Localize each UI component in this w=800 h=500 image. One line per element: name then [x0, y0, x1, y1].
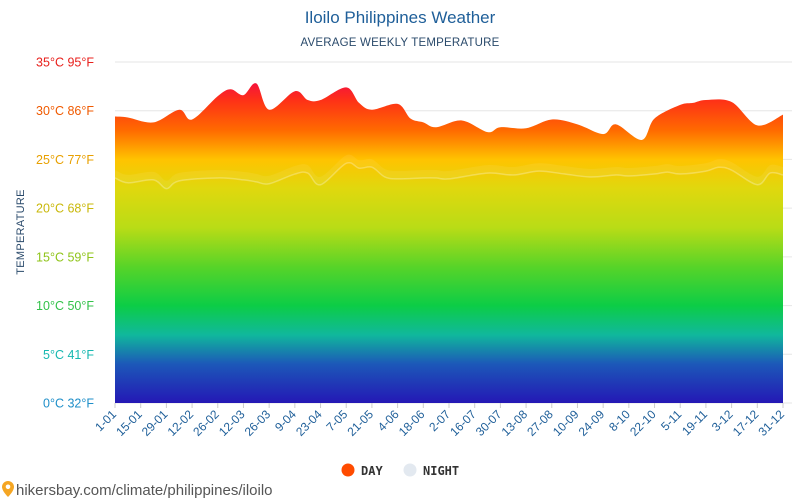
day-marker-icon [341, 463, 355, 477]
y-axis-label: TEMPERATURE [15, 189, 27, 275]
y-tick-label: 5°C 41°F [43, 348, 94, 362]
chart-title: Iloilo Philippines Weather [305, 8, 496, 27]
legend-night[interactable]: NIGHT [403, 463, 460, 479]
day-temperature-area [115, 83, 783, 404]
x-tick-label: 12-02 [165, 407, 197, 439]
x-tick-label: 10-09 [550, 407, 582, 439]
x-tick-label: 16-07 [447, 407, 479, 439]
y-tick-label: 35°C 95°F [36, 56, 94, 70]
legend-day[interactable]: DAY [341, 463, 384, 479]
map-pin-icon [2, 481, 14, 497]
y-tick-label: 25°C 77°F [36, 153, 94, 167]
x-tick-label: 23-04 [293, 407, 325, 439]
chart-subtitle: AVERAGE WEEKLY TEMPERATURE [300, 37, 499, 49]
x-tick-label: 24-09 [576, 407, 608, 439]
x-tick-label: 13-08 [499, 407, 531, 439]
source-link[interactable]: hikersbay.com/climate/philippines/iloilo [2, 481, 273, 499]
x-tick-label: 12-03 [216, 407, 248, 439]
legend-night-label: NIGHT [423, 464, 459, 478]
legend[interactable]: DAY NIGHT [341, 463, 460, 479]
x-tick-label: 18-06 [396, 407, 428, 439]
x-tick-label: 26-02 [190, 407, 222, 439]
x-tick-label: 21-05 [344, 407, 376, 439]
y-tick-label: 30°C 86°F [36, 104, 94, 118]
night-temperature-band [115, 154, 783, 189]
x-tick-label: 31-12 [756, 407, 788, 439]
x-axis-ticks: 1-0115-0129-0112-0226-0212-0326-039-0423… [92, 403, 787, 439]
x-tick-label: 17-12 [730, 407, 762, 439]
y-tick-label: 20°C 68°F [36, 202, 94, 216]
x-tick-label: 26-03 [242, 407, 274, 439]
x-tick-label: 27-08 [524, 407, 556, 439]
y-tick-label: 10°C 50°F [36, 299, 94, 313]
y-tick-label: 15°C 59°F [36, 250, 94, 264]
x-tick-label: 19-11 [679, 407, 710, 438]
x-tick-label: 22-10 [627, 407, 659, 439]
night-marker-icon [403, 463, 417, 477]
legend-day-label: DAY [361, 464, 383, 478]
y-axis-ticks: 0°C 32°F 5°C 41°F 10°C 50°F 15°C 59°F 20°C 6… [36, 56, 94, 411]
source-url: hikersbay.com/climate/philippines/iloilo [16, 482, 273, 499]
y-tick-label: 0°C 32°F [43, 397, 94, 411]
x-tick-label: 30-07 [473, 407, 505, 439]
x-tick-label: 29-01 [139, 407, 171, 439]
night-temperature-line [114, 161, 784, 190]
x-tick-label: 15-01 [113, 407, 145, 439]
